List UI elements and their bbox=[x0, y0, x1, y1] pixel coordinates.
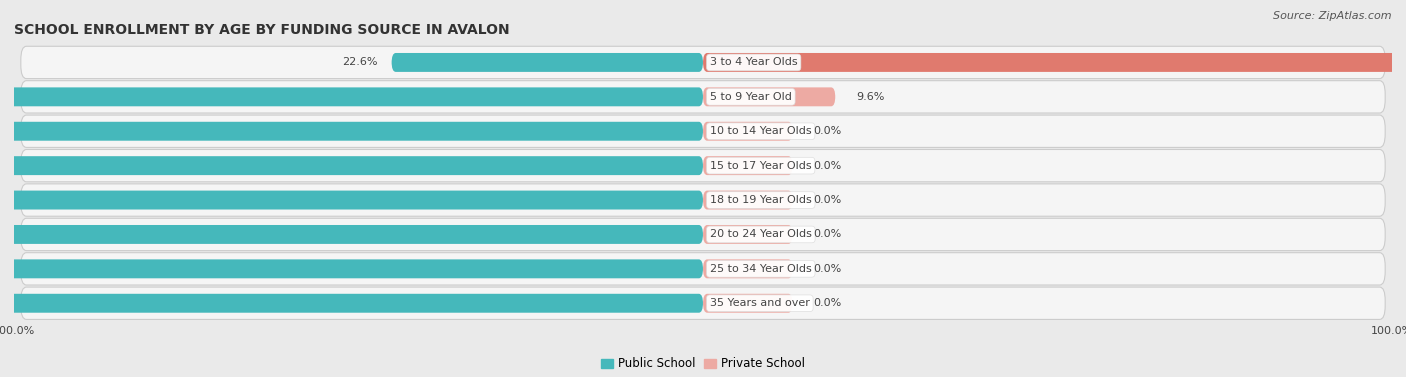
Text: 22.6%: 22.6% bbox=[342, 57, 378, 67]
Text: 15 to 17 Year Olds: 15 to 17 Year Olds bbox=[710, 161, 811, 171]
FancyBboxPatch shape bbox=[703, 259, 793, 278]
FancyBboxPatch shape bbox=[21, 218, 1385, 251]
FancyBboxPatch shape bbox=[703, 191, 793, 210]
Text: 10 to 14 Year Olds: 10 to 14 Year Olds bbox=[710, 126, 811, 136]
FancyBboxPatch shape bbox=[21, 253, 1385, 285]
FancyBboxPatch shape bbox=[0, 191, 703, 210]
Legend: Public School, Private School: Public School, Private School bbox=[596, 352, 810, 375]
FancyBboxPatch shape bbox=[21, 46, 1385, 79]
FancyBboxPatch shape bbox=[21, 115, 1385, 147]
FancyBboxPatch shape bbox=[703, 53, 1406, 72]
FancyBboxPatch shape bbox=[21, 149, 1385, 182]
Text: 9.6%: 9.6% bbox=[856, 92, 884, 102]
FancyBboxPatch shape bbox=[703, 156, 793, 175]
Text: 3 to 4 Year Olds: 3 to 4 Year Olds bbox=[710, 57, 797, 67]
Text: 0.0%: 0.0% bbox=[813, 195, 841, 205]
Text: 0.0%: 0.0% bbox=[813, 161, 841, 171]
FancyBboxPatch shape bbox=[703, 225, 793, 244]
Text: 20 to 24 Year Olds: 20 to 24 Year Olds bbox=[710, 230, 811, 239]
FancyBboxPatch shape bbox=[703, 294, 793, 313]
Text: 0.0%: 0.0% bbox=[813, 230, 841, 239]
FancyBboxPatch shape bbox=[0, 225, 703, 244]
Text: 18 to 19 Year Olds: 18 to 19 Year Olds bbox=[710, 195, 811, 205]
Text: Source: ZipAtlas.com: Source: ZipAtlas.com bbox=[1274, 11, 1392, 21]
Text: 5 to 9 Year Old: 5 to 9 Year Old bbox=[710, 92, 792, 102]
Text: 35 Years and over: 35 Years and over bbox=[710, 298, 810, 308]
Text: 0.0%: 0.0% bbox=[813, 126, 841, 136]
FancyBboxPatch shape bbox=[0, 156, 703, 175]
Text: SCHOOL ENROLLMENT BY AGE BY FUNDING SOURCE IN AVALON: SCHOOL ENROLLMENT BY AGE BY FUNDING SOUR… bbox=[14, 23, 510, 37]
FancyBboxPatch shape bbox=[703, 87, 835, 106]
FancyBboxPatch shape bbox=[703, 122, 793, 141]
FancyBboxPatch shape bbox=[392, 53, 703, 72]
FancyBboxPatch shape bbox=[0, 294, 703, 313]
Text: 25 to 34 Year Olds: 25 to 34 Year Olds bbox=[710, 264, 811, 274]
Text: 0.0%: 0.0% bbox=[813, 298, 841, 308]
FancyBboxPatch shape bbox=[0, 122, 703, 141]
FancyBboxPatch shape bbox=[0, 87, 703, 106]
FancyBboxPatch shape bbox=[0, 259, 703, 278]
Text: 0.0%: 0.0% bbox=[813, 264, 841, 274]
FancyBboxPatch shape bbox=[21, 287, 1385, 319]
FancyBboxPatch shape bbox=[21, 184, 1385, 216]
FancyBboxPatch shape bbox=[21, 81, 1385, 113]
